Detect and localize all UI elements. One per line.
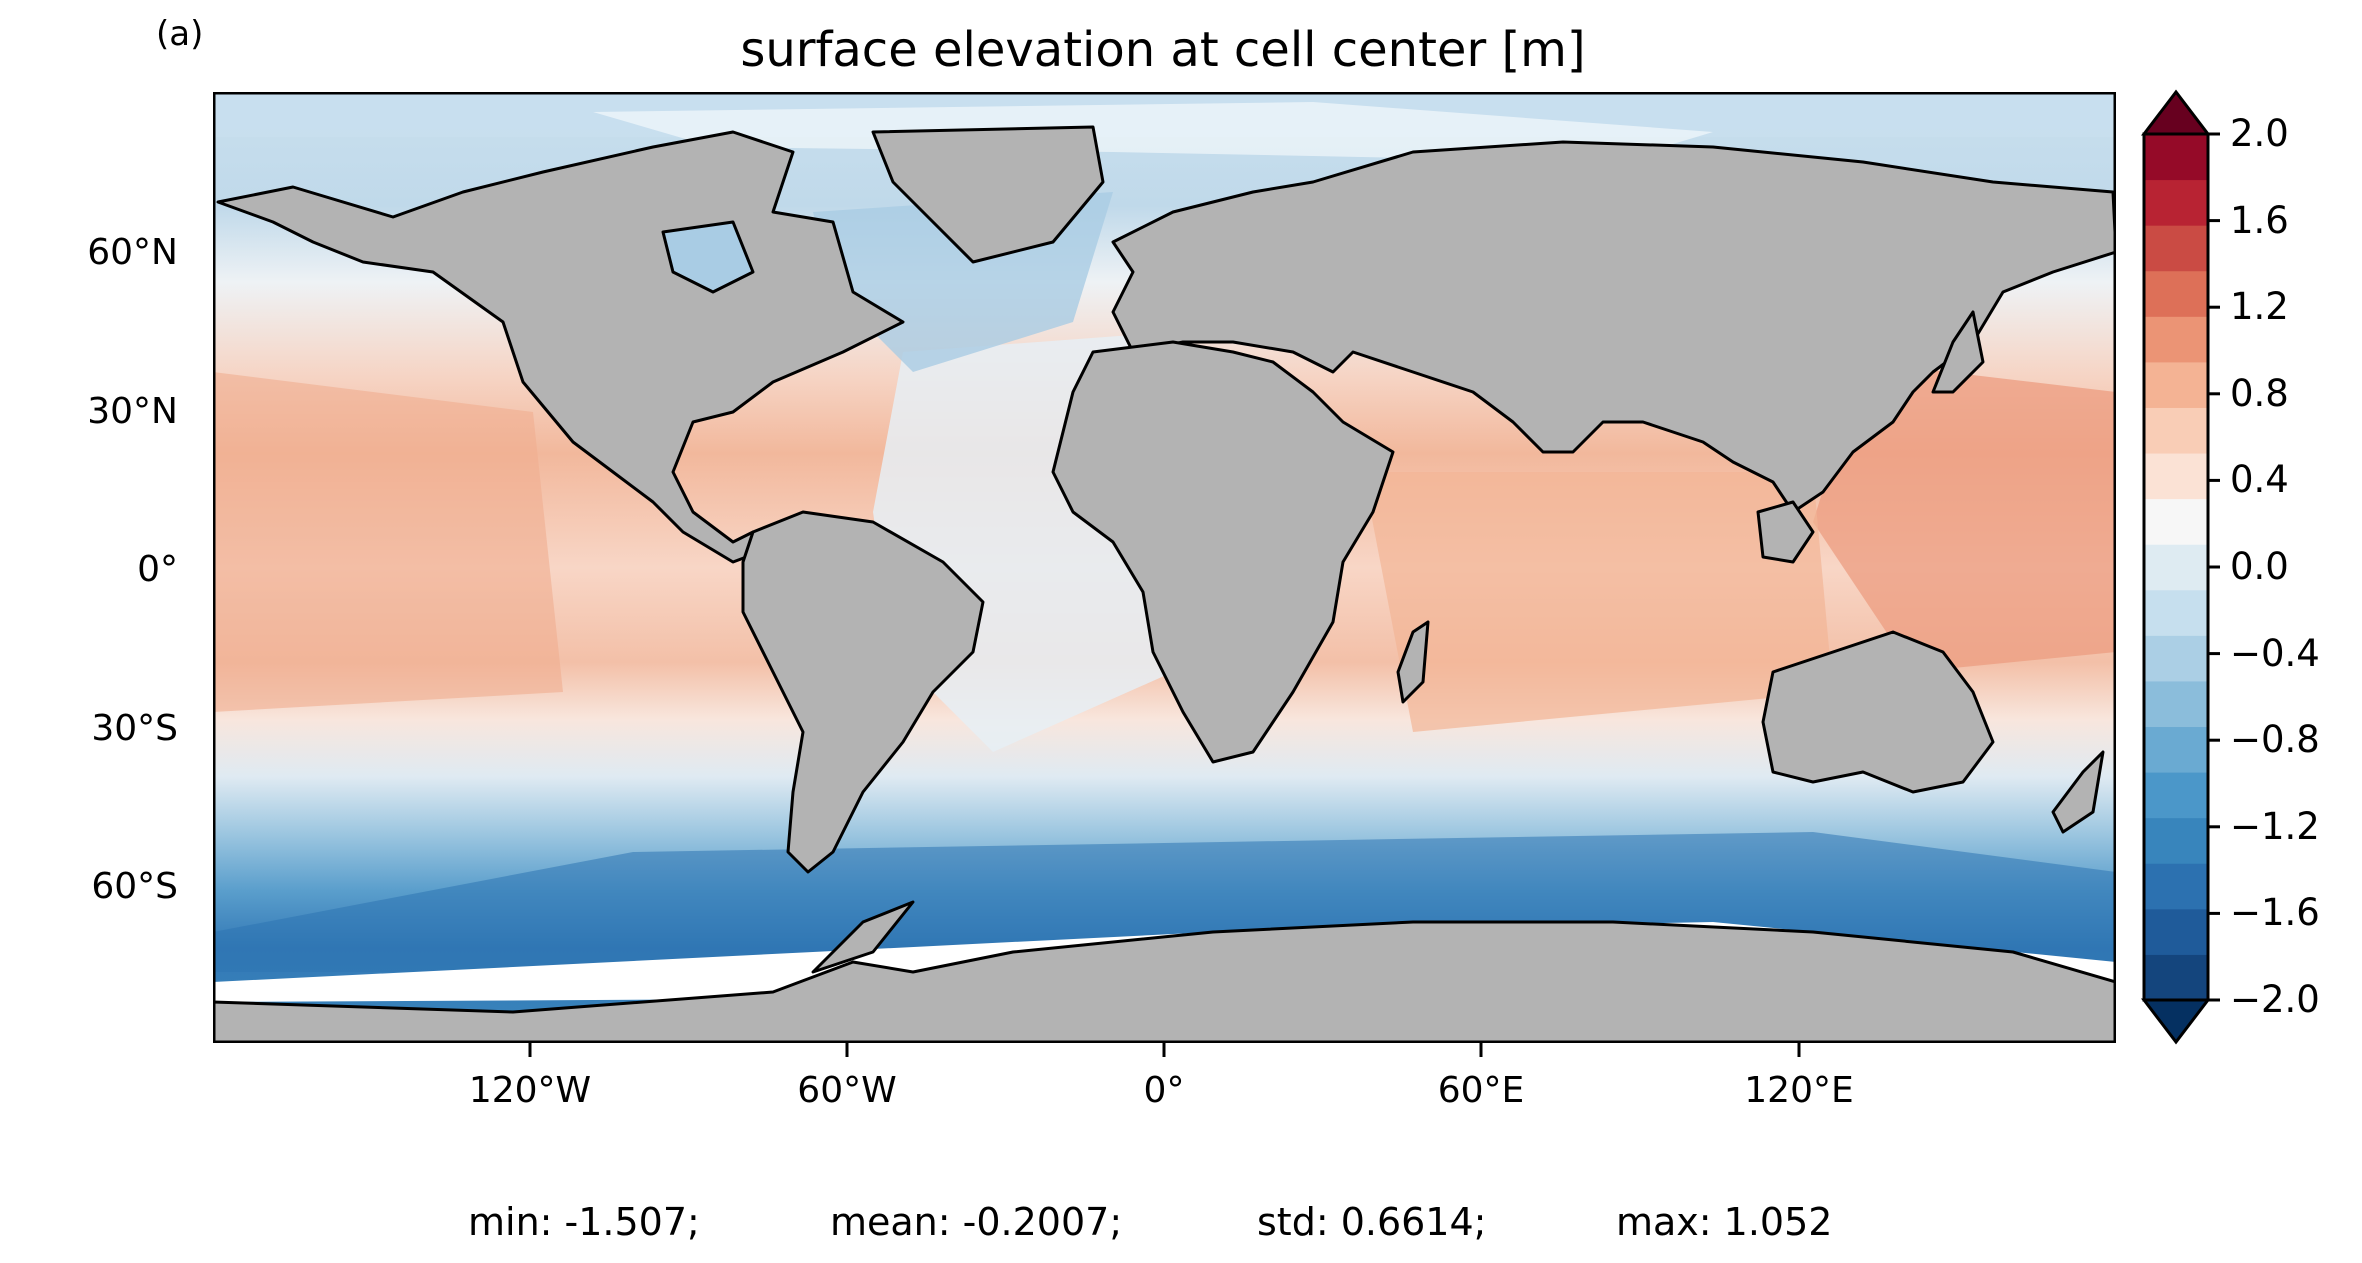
australia — [1761, 630, 1995, 794]
world-map — [213, 92, 2116, 1043]
borneo — [1756, 500, 1815, 564]
lon-tick-60w: 60°W — [797, 1070, 897, 1111]
colorbar-step — [2144, 134, 2208, 181]
panel-label: (a) — [156, 14, 204, 54]
colorbar-step — [2144, 954, 2208, 1001]
colorbar-step — [2144, 726, 2208, 773]
lon-tick-marks — [528, 1043, 1801, 1057]
colorbar-tick-label: −1.2 — [2230, 804, 2320, 848]
greenland — [871, 125, 1105, 264]
lon-tick-120e: 120°E — [1744, 1070, 1854, 1111]
colorbar-tick-label: −0.4 — [2230, 631, 2320, 675]
colorbar-step — [2144, 361, 2208, 408]
colorbar-extend-min — [2140, 998, 2212, 1045]
colorbar-tick-label: 1.2 — [2230, 285, 2289, 329]
colorbar-tick-label: 0.8 — [2230, 371, 2289, 415]
antarctica — [213, 920, 2116, 1043]
colorbar-step — [2144, 635, 2208, 682]
colorbar-step — [2144, 544, 2208, 591]
africa — [1051, 340, 1395, 764]
colorbar-step — [2144, 225, 2208, 272]
colorbar-tick-label: 0.4 — [2230, 458, 2289, 502]
colorbar-step — [2144, 863, 2208, 910]
colorbar-tick-label: −1.6 — [2230, 891, 2320, 935]
colorbar-step — [2144, 407, 2208, 454]
lat-tick-60n: 60°N — [87, 232, 178, 273]
colorbar-tick-label: 0.0 — [2230, 545, 2289, 588]
colorbar-tick-label: −2.0 — [2230, 978, 2320, 1021]
stat-min: min: -1.507; — [468, 1200, 700, 1244]
lat-tick-60s: 60°S — [91, 866, 178, 907]
colorbar-step — [2144, 179, 2208, 226]
colorbar-step — [2144, 589, 2208, 636]
colorbar-step — [2144, 908, 2208, 955]
colorbar-tick-label: 1.6 — [2230, 198, 2289, 242]
hudson-bay — [661, 220, 755, 294]
stat-mean: mean: -0.2007; — [830, 1200, 1123, 1244]
madagascar — [1396, 620, 1430, 704]
colorbar-step — [2144, 270, 2208, 317]
colorbar-steps — [2140, 89, 2212, 1045]
colorbar-step — [2144, 453, 2208, 500]
lat-tick-30s: 30°S — [91, 708, 178, 749]
colorbar-tick-label: −0.8 — [2230, 718, 2320, 762]
colorbar-step — [2144, 680, 2208, 728]
lat-tick-0: 0° — [137, 549, 178, 590]
south-america — [741, 510, 985, 874]
lat-tick-30n: 30°N — [87, 391, 178, 432]
stat-std: std: 0.6614; — [1257, 1200, 1487, 1244]
colorbar-step — [2144, 498, 2208, 545]
antarctic-peninsula — [811, 900, 915, 974]
colorbar-step — [2144, 817, 2208, 864]
eurasia — [1111, 140, 2116, 514]
arctic-ice — [593, 102, 1713, 162]
map-border — [213, 92, 2116, 1043]
colorbar-tick-label: 2.0 — [2230, 112, 2289, 155]
colorbar-step — [2144, 316, 2208, 363]
west-pacific-warm — [1813, 362, 2116, 672]
indian-warm — [1363, 472, 1833, 732]
chart-title: surface elevation at cell center [m] — [740, 22, 1586, 78]
colorbar — [2140, 89, 2220, 1045]
lon-tick-0: 0° — [1143, 1070, 1185, 1111]
colorbar-step — [2144, 772, 2208, 819]
east-pacific-warm — [213, 372, 563, 712]
lon-tick-120w: 120°W — [468, 1070, 592, 1111]
japan — [1931, 310, 1985, 394]
colorbar-extend-max — [2140, 89, 2212, 136]
stat-max: max: 1.052 — [1616, 1200, 1833, 1244]
lon-tick-60e: 60°E — [1437, 1070, 1525, 1111]
new-zealand — [2051, 750, 2105, 834]
